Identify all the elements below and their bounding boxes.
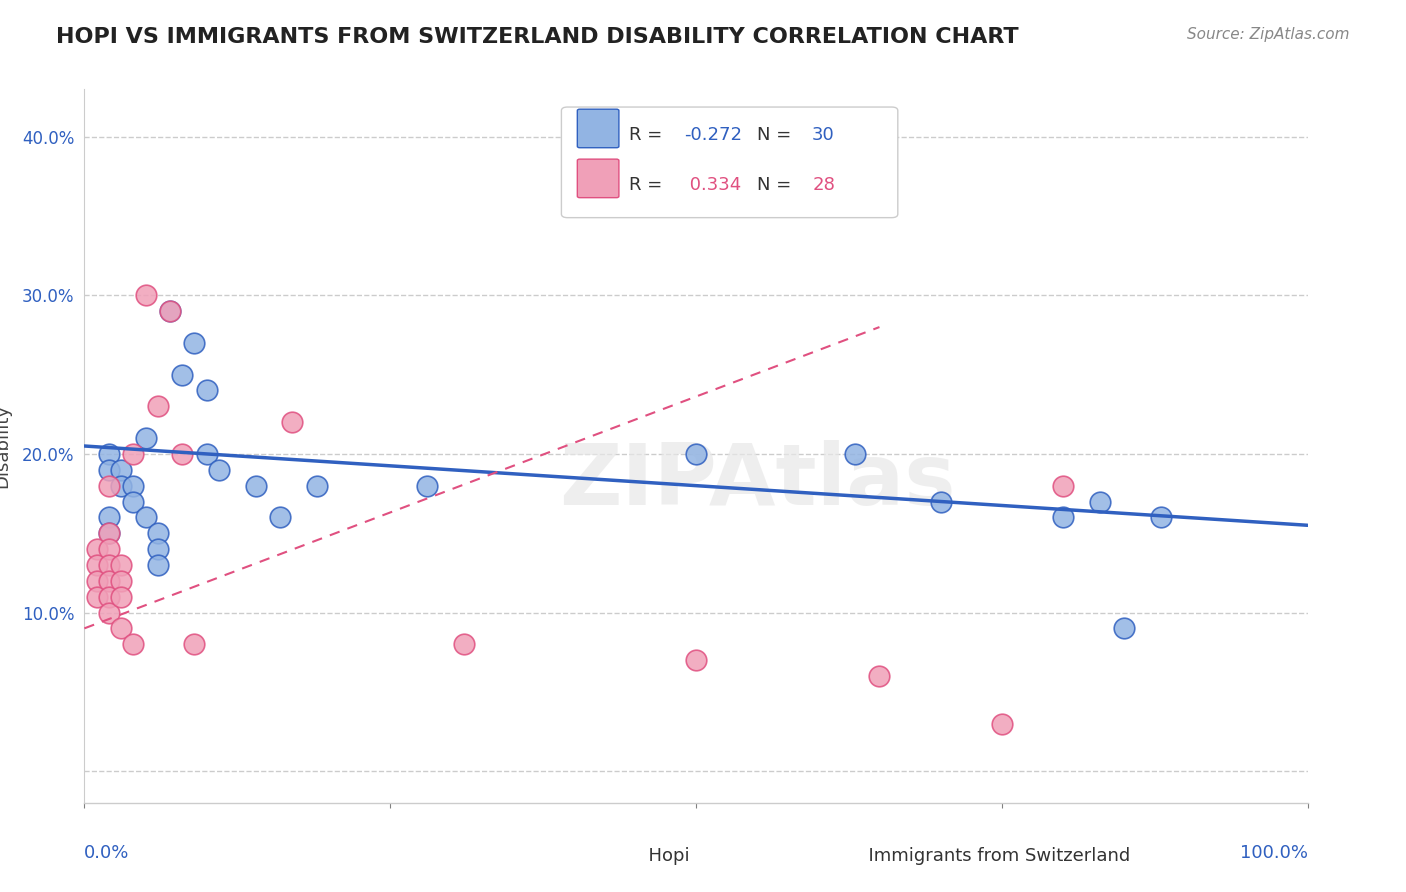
Text: Immigrants from Switzerland: Immigrants from Switzerland — [858, 847, 1130, 865]
Point — [122, 637, 145, 651]
Text: 28: 28 — [813, 177, 835, 194]
Text: ZIPAtlas: ZIPAtlas — [558, 440, 956, 524]
Text: R =: R = — [628, 127, 668, 145]
Point — [159, 304, 181, 318]
Point — [97, 463, 120, 477]
Point — [110, 621, 132, 635]
Point — [97, 526, 120, 541]
Y-axis label: Disability: Disability — [0, 404, 11, 488]
Point — [97, 510, 120, 524]
Point — [172, 447, 194, 461]
Point — [929, 494, 952, 508]
FancyBboxPatch shape — [815, 837, 851, 876]
Point — [97, 574, 120, 588]
Point — [183, 637, 205, 651]
Point — [97, 478, 120, 492]
Point — [86, 590, 108, 604]
Point — [869, 669, 891, 683]
Point — [110, 558, 132, 572]
Point — [305, 478, 328, 492]
Point — [1052, 510, 1074, 524]
Point — [453, 637, 475, 651]
Text: HOPI VS IMMIGRANTS FROM SWITZERLAND DISABILITY CORRELATION CHART: HOPI VS IMMIGRANTS FROM SWITZERLAND DISA… — [56, 27, 1019, 46]
Text: Source: ZipAtlas.com: Source: ZipAtlas.com — [1187, 27, 1350, 42]
FancyBboxPatch shape — [561, 107, 898, 218]
Point — [991, 716, 1014, 731]
Point — [97, 606, 120, 620]
Point — [281, 415, 304, 429]
Text: 30: 30 — [813, 127, 835, 145]
Point — [86, 558, 108, 572]
Point — [685, 653, 707, 667]
Point — [685, 447, 707, 461]
Point — [110, 574, 132, 588]
Point — [183, 335, 205, 350]
Point — [135, 510, 157, 524]
FancyBboxPatch shape — [578, 159, 619, 198]
Point — [122, 494, 145, 508]
Point — [245, 478, 267, 492]
Point — [122, 447, 145, 461]
Point — [172, 368, 194, 382]
Point — [146, 558, 169, 572]
Point — [1150, 510, 1173, 524]
FancyBboxPatch shape — [578, 109, 619, 148]
Point — [416, 478, 439, 492]
Point — [135, 431, 157, 445]
Point — [844, 447, 866, 461]
Point — [97, 526, 120, 541]
Point — [97, 590, 120, 604]
Text: 100.0%: 100.0% — [1240, 844, 1308, 863]
Point — [1052, 478, 1074, 492]
Point — [97, 447, 120, 461]
FancyBboxPatch shape — [596, 837, 631, 876]
Point — [110, 590, 132, 604]
Point — [195, 447, 218, 461]
Point — [146, 400, 169, 414]
Text: N =: N = — [758, 177, 797, 194]
Text: Hopi: Hopi — [637, 847, 690, 865]
Point — [97, 558, 120, 572]
Text: N =: N = — [758, 127, 797, 145]
Point — [1088, 494, 1111, 508]
Text: 0.0%: 0.0% — [84, 844, 129, 863]
Text: 0.334: 0.334 — [683, 177, 741, 194]
Point — [1114, 621, 1136, 635]
Text: R =: R = — [628, 177, 668, 194]
Point — [208, 463, 231, 477]
Text: -0.272: -0.272 — [683, 127, 742, 145]
Point — [146, 526, 169, 541]
Point — [135, 288, 157, 302]
Point — [195, 384, 218, 398]
Point — [86, 574, 108, 588]
Point — [110, 463, 132, 477]
Point — [86, 542, 108, 557]
Point — [97, 542, 120, 557]
Point — [122, 478, 145, 492]
Point — [159, 304, 181, 318]
Point — [146, 542, 169, 557]
Point — [110, 478, 132, 492]
Point — [269, 510, 291, 524]
